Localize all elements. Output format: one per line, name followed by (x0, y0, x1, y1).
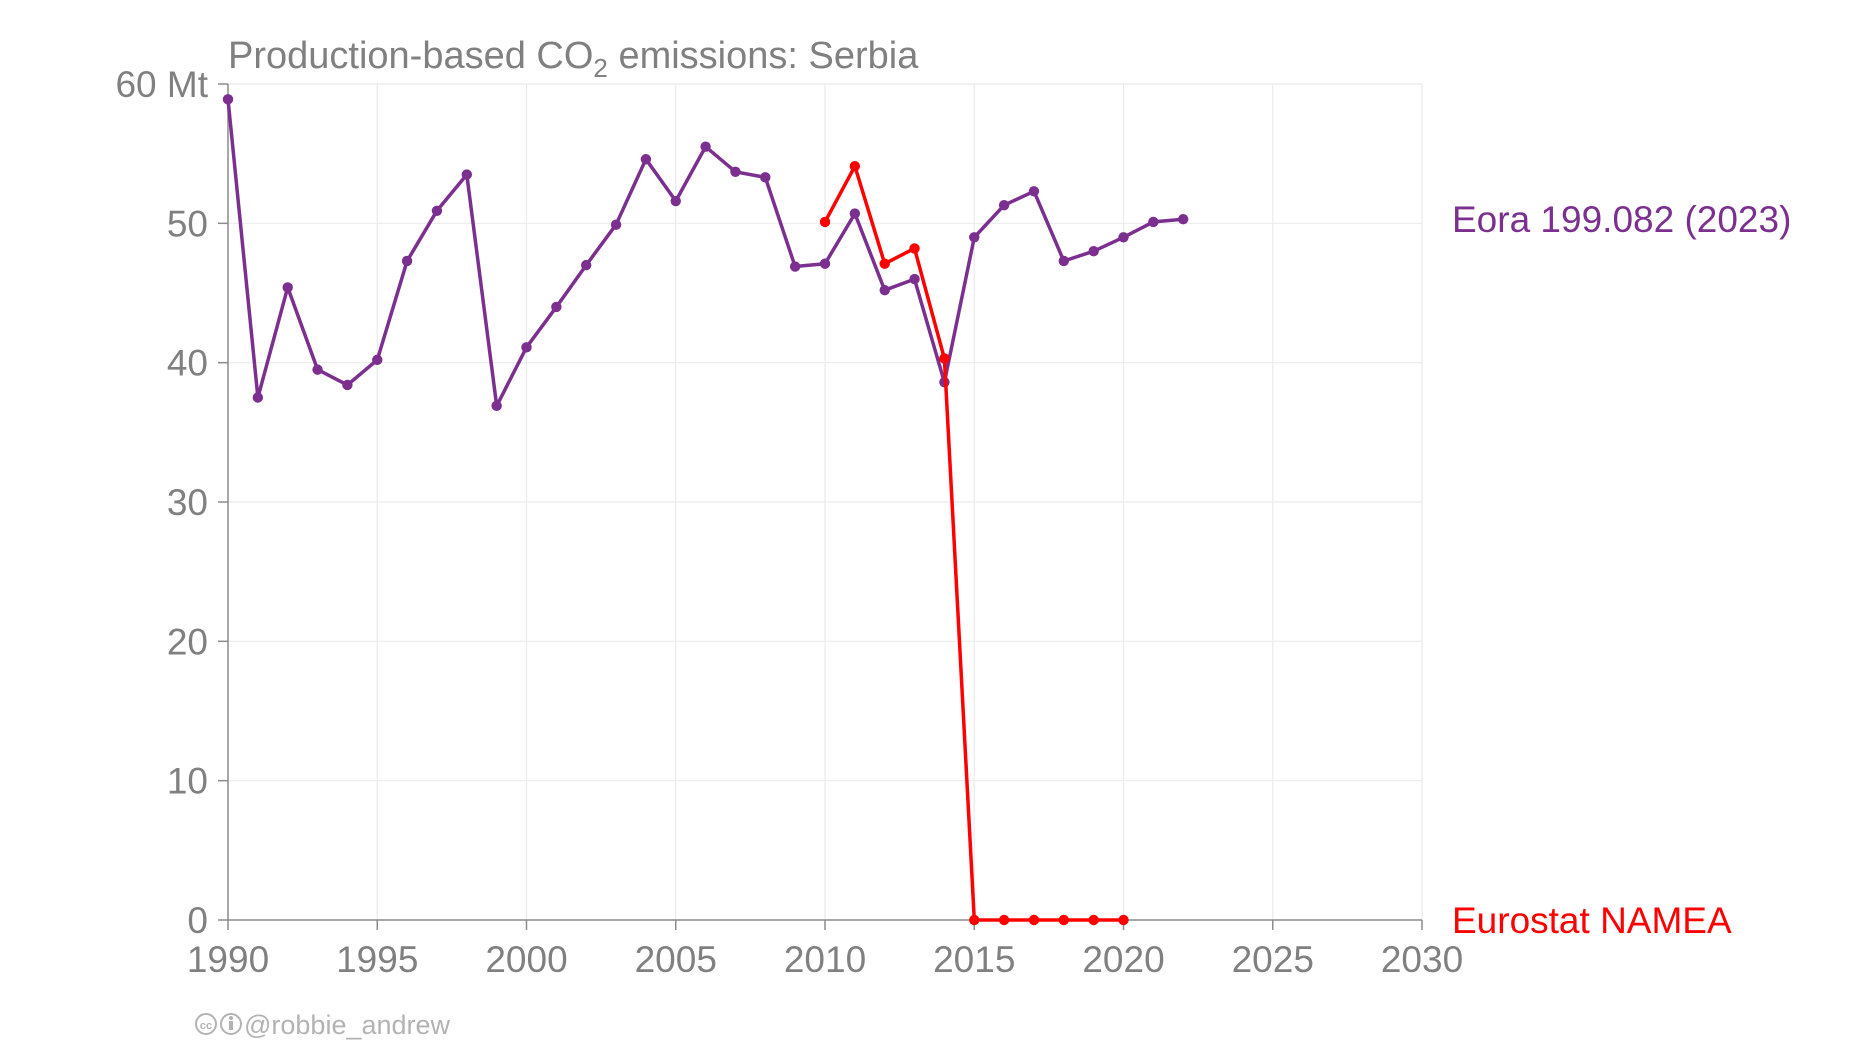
data-point (760, 172, 771, 183)
labels: Eora 199.082 (2023) Eurostat NAMEA (1452, 199, 1791, 941)
data-point (1118, 232, 1129, 243)
data-point (521, 342, 532, 353)
data-point (849, 208, 861, 219)
data-point (909, 243, 920, 254)
data-point (282, 282, 293, 293)
data-point (700, 141, 711, 152)
title-rest: emissions: Serbia (608, 35, 919, 77)
data-point (401, 255, 413, 267)
data-point (312, 364, 323, 375)
data-point (581, 259, 592, 271)
x-tick-label: 2010 (784, 939, 866, 980)
title-subscript: 2 (593, 53, 607, 83)
x-tick-label: 2020 (1082, 939, 1164, 980)
data-point (1058, 914, 1070, 926)
data-point (789, 261, 801, 272)
x-tick-label: 1990 (187, 939, 269, 980)
data-point (670, 195, 681, 207)
y-tick-label: 40 (167, 343, 208, 384)
cc-icon: cc (195, 1013, 217, 1035)
x-tick-label: 2015 (933, 939, 1015, 980)
data-point (730, 166, 741, 177)
data-point (431, 205, 443, 216)
data-point (1088, 246, 1099, 257)
data-point (222, 94, 234, 105)
svg-text:cc: cc (200, 1020, 212, 1032)
data-point (909, 273, 920, 285)
series (222, 94, 1189, 926)
data-point (610, 219, 622, 230)
data-point (1028, 914, 1040, 926)
data-point (1148, 216, 1159, 228)
data-point (998, 914, 1010, 926)
data-point (1178, 213, 1189, 225)
y-tick-label: 30 (167, 482, 208, 523)
x-tick-label: 2000 (485, 939, 567, 980)
x-tick-label: 2025 (1232, 939, 1314, 980)
data-point (461, 169, 472, 180)
title-main: Production-based CO (228, 35, 593, 77)
credit-text: @robbie_andrew (244, 1010, 451, 1040)
data-point (1058, 255, 1070, 267)
data-point (551, 301, 562, 313)
data-point (1118, 914, 1129, 926)
data-point (491, 400, 502, 412)
data-point (879, 285, 890, 296)
data-point (342, 379, 353, 391)
data-point (849, 161, 861, 172)
data-point (939, 353, 950, 364)
x-tick-label: 2030 (1381, 939, 1463, 980)
grid (228, 83, 1423, 920)
y-tick-label: 60 Mt (115, 64, 208, 105)
y-tick-label: 10 (167, 761, 208, 802)
data-point (879, 258, 890, 269)
credit: cc @robbie_andrew (195, 1010, 451, 1040)
attribution-icon (220, 1013, 242, 1035)
data-point (998, 200, 1010, 211)
data-point (969, 232, 980, 243)
data-point (1028, 186, 1040, 197)
series-label-1: Eurostat NAMEA (1452, 900, 1732, 941)
data-point (640, 154, 652, 165)
x-tick-label: 1995 (336, 939, 418, 980)
data-point (969, 914, 980, 926)
data-point (252, 392, 264, 403)
data-point (372, 354, 383, 366)
x-tick-label: 2005 (635, 939, 717, 980)
y-tick-label: 20 (167, 621, 208, 662)
y-tick-label: 50 (167, 203, 208, 244)
data-point (819, 258, 831, 269)
y-tick-label: 0 (187, 900, 208, 941)
data-point (819, 216, 831, 228)
data-point (1088, 914, 1099, 926)
series-label-0: Eora 199.082 (2023) (1452, 199, 1791, 240)
chart-title: Production-based CO2 emissions: Serbia (228, 35, 919, 83)
